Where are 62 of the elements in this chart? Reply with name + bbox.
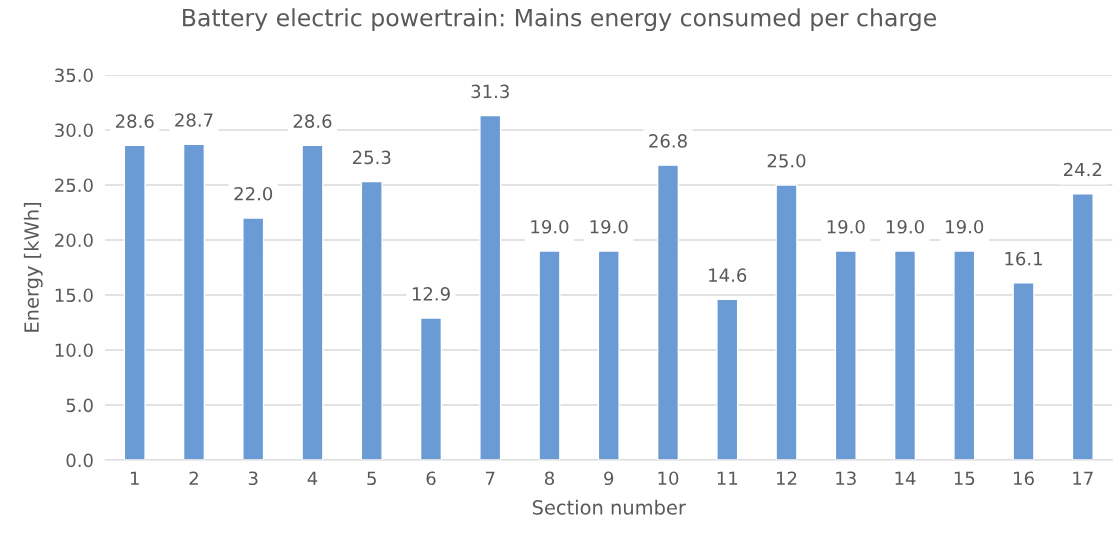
data-label: 22.0 — [234, 186, 273, 201]
bar — [242, 217, 265, 461]
data-label: 28.6 — [115, 114, 154, 128]
bar — [953, 250, 976, 461]
data-label: 19.0 — [946, 219, 984, 234]
data-label: 19.0 — [531, 219, 569, 234]
x-tick-label: 13 — [836, 471, 856, 486]
y-tick-label: 25.0 — [55, 178, 93, 193]
y-tick-label: 20.0 — [55, 233, 93, 248]
data-label: 12.9 — [412, 287, 450, 301]
x-tick-label: 16 — [1014, 471, 1034, 486]
bar — [656, 164, 680, 461]
bar — [538, 250, 561, 461]
x-tick-label: 6 — [426, 471, 436, 486]
bar — [419, 317, 443, 461]
data-label: 19.0 — [886, 219, 924, 234]
data-label: 25.3 — [352, 150, 391, 165]
y-tick-label: 30.0 — [55, 123, 93, 138]
y-tick-label: 35.0 — [55, 68, 93, 83]
data-label: 24.2 — [1064, 162, 1102, 177]
x-tick-label: 5 — [367, 471, 376, 486]
y-tick-label: 5.0 — [66, 398, 93, 413]
data-label: 25.0 — [767, 153, 806, 168]
data-label: 28.6 — [293, 114, 332, 128]
data-label: 19.0 — [827, 219, 865, 234]
data-label: 19.0 — [590, 219, 628, 234]
x-axis-title: Section number — [532, 499, 686, 515]
chart-title: Battery electric powertrain: Mains energy consumed per charge — [183, 8, 936, 32]
data-label: 28.7 — [175, 113, 213, 127]
y-tick-label: 10.0 — [55, 343, 93, 358]
x-tick-label: 1 — [130, 471, 139, 485]
x-tick-label: 10 — [658, 471, 679, 486]
bar — [123, 144, 146, 461]
bar — [479, 114, 502, 461]
data-label: 31.3 — [471, 84, 509, 99]
x-tick-label: 3 — [248, 471, 258, 486]
bar — [1071, 193, 1094, 461]
x-tick-label: 4 — [307, 471, 318, 485]
bar — [893, 250, 917, 461]
x-tick-label: 12 — [777, 471, 797, 485]
x-tick-label: 14 — [895, 471, 916, 485]
x-tick-label: 17 — [1073, 471, 1093, 485]
x-tick-label: 8 — [544, 471, 555, 486]
bar — [775, 184, 798, 461]
bar — [716, 298, 739, 461]
bar — [597, 250, 620, 461]
x-tick-label: 15 — [954, 471, 975, 486]
data-label: 26.8 — [649, 134, 687, 148]
y-axis-title: Energy [kWh] — [23, 203, 43, 332]
data-label: 16.1 — [1005, 251, 1042, 266]
x-tick-label: 2 — [189, 471, 198, 485]
x-tick-label: 7 — [485, 471, 495, 485]
bar — [834, 250, 857, 461]
bar — [182, 143, 206, 461]
x-tick-label: 11 — [717, 471, 738, 485]
data-label: 14.6 — [709, 268, 747, 282]
x-tick-label: 9 — [604, 471, 614, 486]
bar — [360, 180, 383, 461]
y-tick-label: 15.0 — [55, 288, 93, 303]
y-tick-label: 0.0 — [66, 453, 93, 468]
bar — [301, 144, 324, 461]
bar — [1012, 282, 1035, 461]
